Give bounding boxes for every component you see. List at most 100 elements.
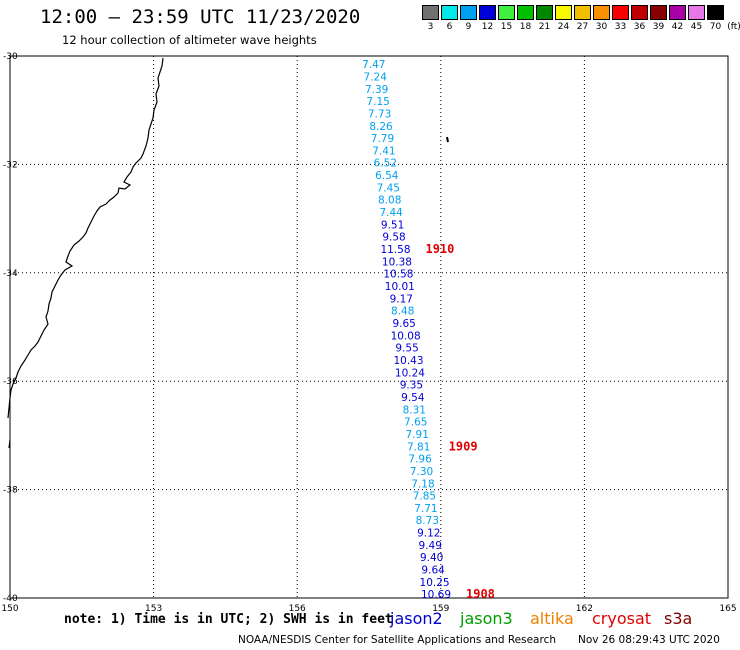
chart-subtitle: 12 hour collection of altimeter wave hei… (62, 33, 317, 47)
legend-label: 45 (690, 22, 703, 32)
wave-height-value: 10.24 (395, 367, 425, 379)
legend-label: 36 (633, 22, 646, 32)
legend-label: 12 (481, 22, 494, 32)
legend-label: 15 (500, 22, 513, 32)
wave-height-value: 8.26 (369, 121, 393, 133)
legend-label: 6 (446, 22, 453, 32)
satellite-name: jason3 (460, 609, 513, 628)
legend-label: 3 (427, 22, 434, 32)
wave-height-value: 7.39 (365, 84, 388, 96)
wave-height-value: 7.71 (414, 503, 437, 515)
wave-height-value: 7.85 (413, 491, 436, 503)
legend-swatch (593, 5, 610, 20)
wave-height-value: 7.91 (406, 429, 429, 441)
legend-swatch (460, 5, 477, 20)
wave-height-value: 7.81 (407, 441, 430, 453)
legend-swatch (631, 5, 648, 20)
wave-height-value: 7.24 (364, 71, 388, 83)
lon-tick-label: 150 (1, 604, 18, 614)
map-grid (10, 56, 728, 598)
lat-tick-label: -32 (3, 160, 18, 170)
wave-height-value: 9.54 (401, 392, 425, 404)
wave-height-value: 7.45 (377, 182, 400, 194)
legend-swatch (536, 5, 553, 20)
legend-swatch (517, 5, 534, 20)
altimeter-track: 7.477.247.397.157.738.267.797.416.526.54… (362, 59, 495, 601)
legend-unit: (ft) (727, 22, 740, 32)
legend-swatch (555, 5, 572, 20)
satellite-name: altika (530, 609, 574, 628)
pass-time-label: 1909 (449, 439, 478, 453)
wave-height-value: 7.47 (362, 59, 385, 71)
wave-height-value: 10.43 (393, 355, 423, 367)
chart-title: 12:00 – 23:59 UTC 11/23/2020 (40, 6, 361, 28)
wave-height-value: 10.58 (383, 269, 413, 281)
wave-height-value: 10.25 (420, 577, 450, 589)
legend-label: 9 (465, 22, 472, 32)
wave-height-value: 7.15 (366, 96, 389, 108)
wave-height-value: 11.58 (380, 244, 410, 256)
legend-swatch (422, 5, 439, 20)
legend-swatch (612, 5, 629, 20)
lat-tick-label: -34 (3, 269, 18, 279)
wave-height-value: 7.96 (408, 454, 432, 466)
wave-height-value: 8.08 (378, 195, 401, 207)
wave-height-value: 9.51 (381, 219, 404, 231)
satellite-name: s3a (664, 609, 693, 628)
legend-label: 42 (671, 22, 684, 32)
wave-height-value: 9.49 (419, 540, 442, 552)
legend-swatch (650, 5, 667, 20)
wave-height-value: 9.58 (382, 232, 405, 244)
lat-tick-label: -38 (3, 486, 18, 496)
satellite-name: cryosat (592, 609, 652, 628)
wave-height-value: 9.35 (400, 380, 423, 392)
timestamp-text: Nov 26 08:29:43 UTC 2020 (578, 634, 720, 646)
legend-swatch (688, 5, 705, 20)
lon-tick-label: 153 (145, 604, 162, 614)
lat-tick-label: -30 (3, 52, 18, 62)
wave-height-value: 9.65 (392, 318, 415, 330)
axis-ticks: 150 153 156 159 162 165 -30 -32 -34 -36 -38 -40 (1, 52, 736, 614)
legend-swatch (707, 5, 724, 20)
legend-label: 27 (576, 22, 589, 32)
coastline (7, 57, 164, 419)
lon-tick-label: 162 (576, 604, 593, 614)
wave-height-value: 7.30 (410, 466, 433, 478)
credit-text: NOAA/NESDIS Center for Satellite Applica… (238, 634, 556, 646)
lon-tick-label: 156 (289, 604, 306, 614)
satellite-name: jason2 (390, 609, 443, 628)
wave-height-value: 7.18 (411, 478, 434, 490)
island-marker (446, 136, 449, 143)
wave-height-value: 7.73 (368, 108, 391, 120)
legend-swatch (669, 5, 686, 20)
wave-height-value: 7.44 (379, 207, 403, 219)
legend-swatch (498, 5, 515, 20)
lon-tick-label: 165 (719, 604, 736, 614)
map-frame (9, 55, 729, 599)
footer-note: note: 1) Time is in UTC; 2) SWH is in fe… (64, 612, 393, 627)
legend-swatch (574, 5, 591, 20)
legend-label: 33 (614, 22, 627, 32)
pass-time-label: 1910 (425, 242, 454, 256)
wave-height-value: 10.01 (385, 281, 415, 293)
wave-height-value: 9.12 (417, 528, 440, 540)
legend-label: 30 (595, 22, 608, 32)
legend-label: 18 (519, 22, 532, 32)
wave-height-value: 6.52 (374, 158, 397, 170)
legend-label: 21 (538, 22, 551, 32)
wave-height-value: 10.69 (421, 589, 451, 601)
wave-height-value: 7.79 (371, 133, 394, 145)
wave-height-value: 7.41 (372, 145, 395, 157)
wave-height-value: 10.38 (382, 256, 412, 268)
wave-height-value: 9.17 (390, 293, 413, 305)
wave-height-value: 10.08 (391, 330, 421, 342)
wave-height-value: 9.64 (421, 565, 445, 577)
coastline-fragment (8, 439, 11, 449)
wave-height-value: 8.31 (403, 404, 426, 416)
pass-time-label: 1908 (466, 587, 495, 601)
wave-height-value: 6.54 (375, 170, 399, 182)
legend-swatch (479, 5, 496, 20)
legend-swatch (441, 5, 458, 20)
legend-label: 24 (557, 22, 570, 32)
